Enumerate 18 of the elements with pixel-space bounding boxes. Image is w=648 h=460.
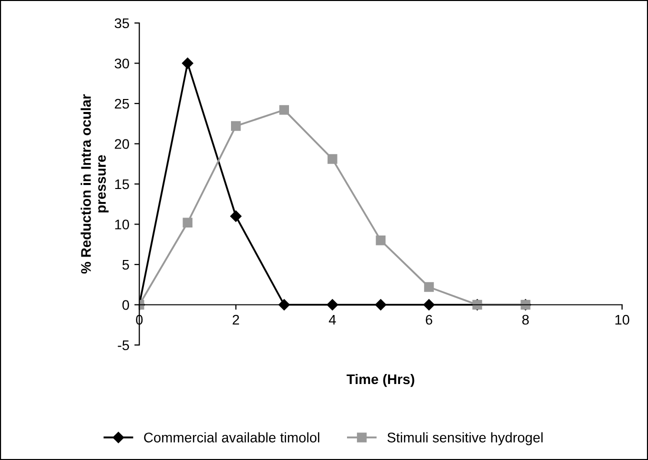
x-tick-label: 6 xyxy=(426,314,432,325)
y-axis-title: % Reduction in Intra ocular pressure xyxy=(80,94,109,274)
legend-label: Commercial available timolol xyxy=(144,432,320,442)
x-tick-label: 4 xyxy=(328,314,336,325)
legend-label: Stimuli sensitive hydrogel xyxy=(387,432,543,446)
y-tick-label: 30 xyxy=(114,58,130,68)
y-tick-label: 25 xyxy=(114,98,130,109)
y-tick-label: 20 xyxy=(114,139,130,149)
y-tick-label: 15 xyxy=(115,179,130,190)
x-tick-label: 10 xyxy=(615,314,630,325)
x-axis-title: Time (Hrs) xyxy=(346,374,414,387)
y-tick-label: 10 xyxy=(115,220,130,230)
x-tick-label: 2 xyxy=(232,314,240,325)
y-tick-label: 35 xyxy=(114,18,130,28)
y-tick-label: 5 xyxy=(122,260,130,270)
y-tick-label: -5 xyxy=(118,340,130,350)
y-tick-label: 0 xyxy=(122,300,130,310)
x-tick-label: 8 xyxy=(522,314,529,325)
